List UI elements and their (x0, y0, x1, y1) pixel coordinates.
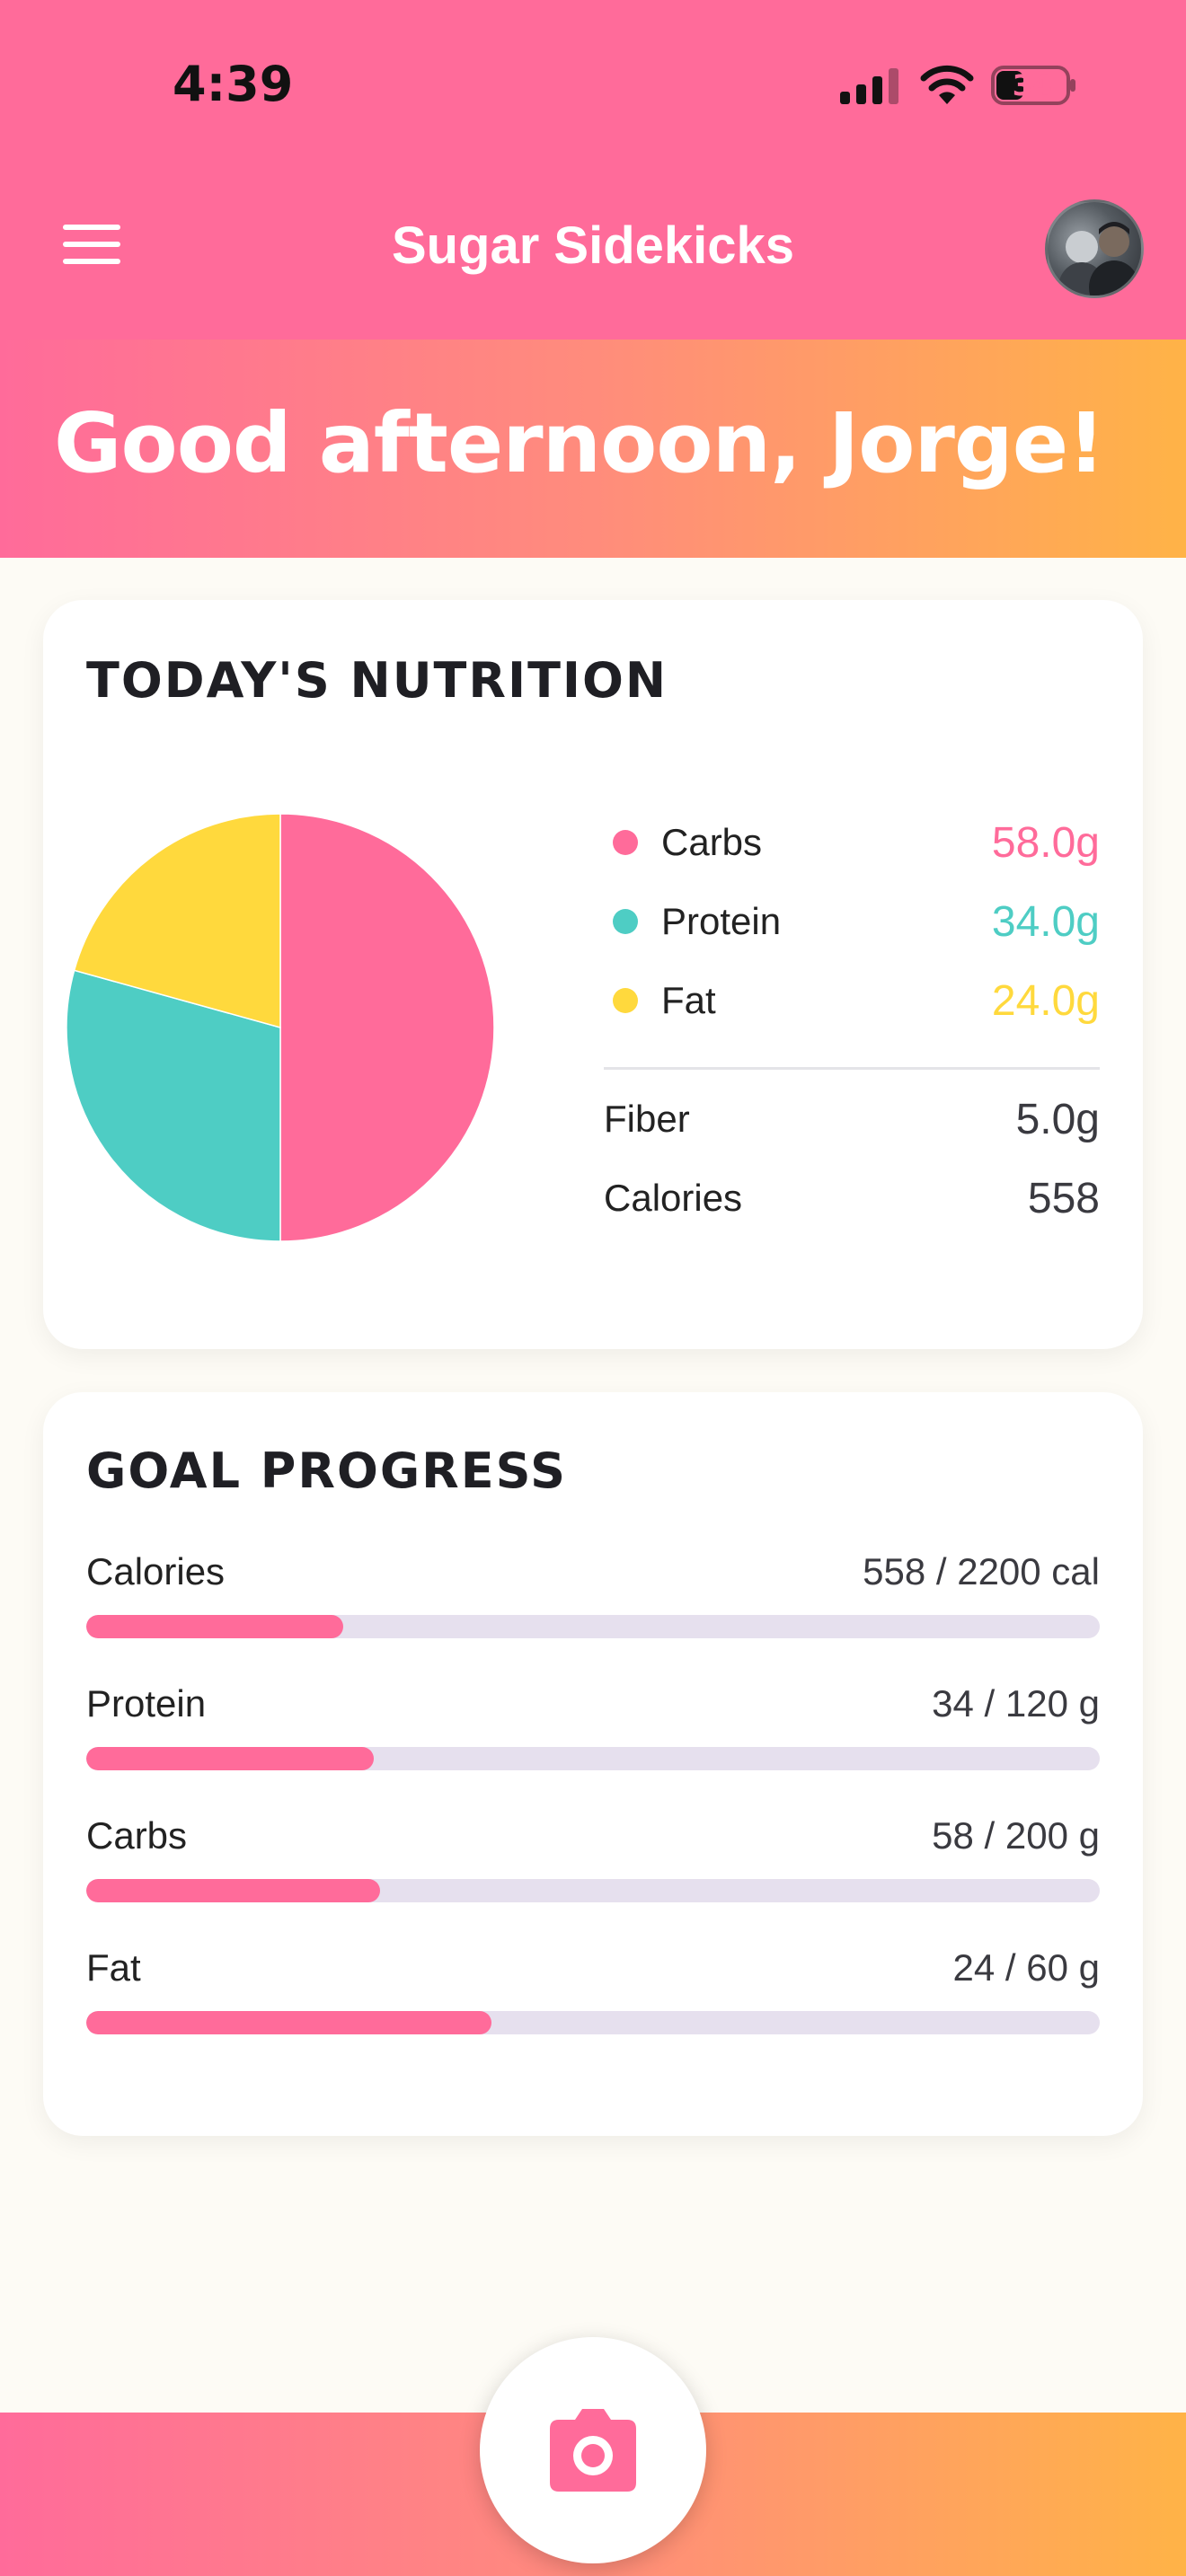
legend-item-protein: Protein 34.0g (604, 882, 1100, 961)
goal-value: 34 / 120 g (932, 1682, 1100, 1725)
legend-label: Protein (661, 900, 782, 942)
calories-value: 558 (1027, 1174, 1100, 1222)
goal-label: Protein (86, 1682, 207, 1725)
status-time: 4:39 (173, 56, 294, 112)
fiber-label: Fiber (604, 1098, 690, 1140)
progress-track (86, 1747, 1100, 1770)
goal-item-carbs: Carbs 58 / 200 g (86, 1814, 1100, 1913)
protein-dot (613, 909, 638, 934)
goal-value: 24 / 60 g (952, 1946, 1100, 1989)
greeting-text: Good afternoon, Jorge! (54, 395, 1105, 491)
carbs-dot (613, 830, 638, 855)
carbs-value: 58.0g (991, 818, 1100, 867)
greeting-banner: Good afternoon, Jorge! (0, 340, 1186, 558)
goal-item-fat: Fat 24 / 60 g (86, 1946, 1100, 2045)
goal-progress-card: GOAL PROGRESS Calories 558 / 2200 cal Pr… (43, 1392, 1143, 2136)
pie-slice-carbs (279, 813, 495, 1242)
battery-level: 34 (1012, 68, 1053, 102)
progress-fill (86, 1615, 344, 1638)
camera-button[interactable] (480, 2337, 706, 2563)
wifi-icon (920, 65, 974, 104)
goal-progress-title: GOAL PROGRESS (86, 1442, 567, 1499)
progress-fill (86, 1879, 381, 1902)
fat-dot (613, 988, 638, 1013)
progress-track (86, 1615, 1100, 1638)
calories-row: Calories 558 (604, 1162, 1100, 1234)
app-header: Sugar Sidekicks (0, 171, 1186, 341)
goal-value: 558 / 2200 cal (863, 1550, 1100, 1592)
fat-value: 24.0g (991, 976, 1100, 1025)
camera-icon (550, 2409, 636, 2492)
fiber-value: 5.0g (1015, 1095, 1100, 1143)
goal-item-calories: Calories 558 / 2200 cal (86, 1550, 1100, 1649)
divider (604, 1067, 1100, 1070)
pie-slice-fat (73, 813, 281, 1028)
goal-value: 58 / 200 g (932, 1814, 1100, 1857)
nutrition-title: TODAY'S NUTRITION (86, 652, 668, 709)
progress-fill (86, 2011, 492, 2034)
macro-pie-chart (66, 813, 495, 1242)
nutrition-card: TODAY'S NUTRITION Carbs 58.0g Protein 34… (43, 600, 1143, 1349)
progress-track (86, 2011, 1100, 2034)
legend-label: Fat (661, 979, 716, 1021)
status-bar: 4:39 34 (0, 0, 1186, 171)
pie-slice-protein (66, 969, 281, 1242)
legend-item-fat: Fat 24.0g (604, 961, 1100, 1040)
legend-item-carbs: Carbs 58.0g (604, 803, 1100, 882)
goal-label: Fat (86, 1946, 141, 1989)
battery-icon (991, 66, 1075, 105)
goal-label: Calories (86, 1550, 226, 1592)
progress-fill (86, 1747, 374, 1770)
protein-value: 34.0g (991, 897, 1100, 946)
calories-label: Calories (604, 1177, 743, 1219)
progress-track (86, 1879, 1100, 1902)
avatar[interactable] (1045, 199, 1144, 298)
goal-label: Carbs (86, 1814, 188, 1857)
fiber-row: Fiber 5.0g (604, 1083, 1100, 1155)
legend-label: Carbs (661, 821, 763, 863)
menu-icon[interactable] (63, 225, 120, 264)
avatar-image (1058, 222, 1139, 296)
app-title: Sugar Sidekicks (391, 216, 795, 275)
goal-item-protein: Protein 34 / 120 g (86, 1682, 1100, 1781)
macro-legend: Carbs 58.0g Protein 34.0g Fat 24.0g (604, 803, 1100, 1040)
cellular-signal-icon (840, 68, 898, 104)
